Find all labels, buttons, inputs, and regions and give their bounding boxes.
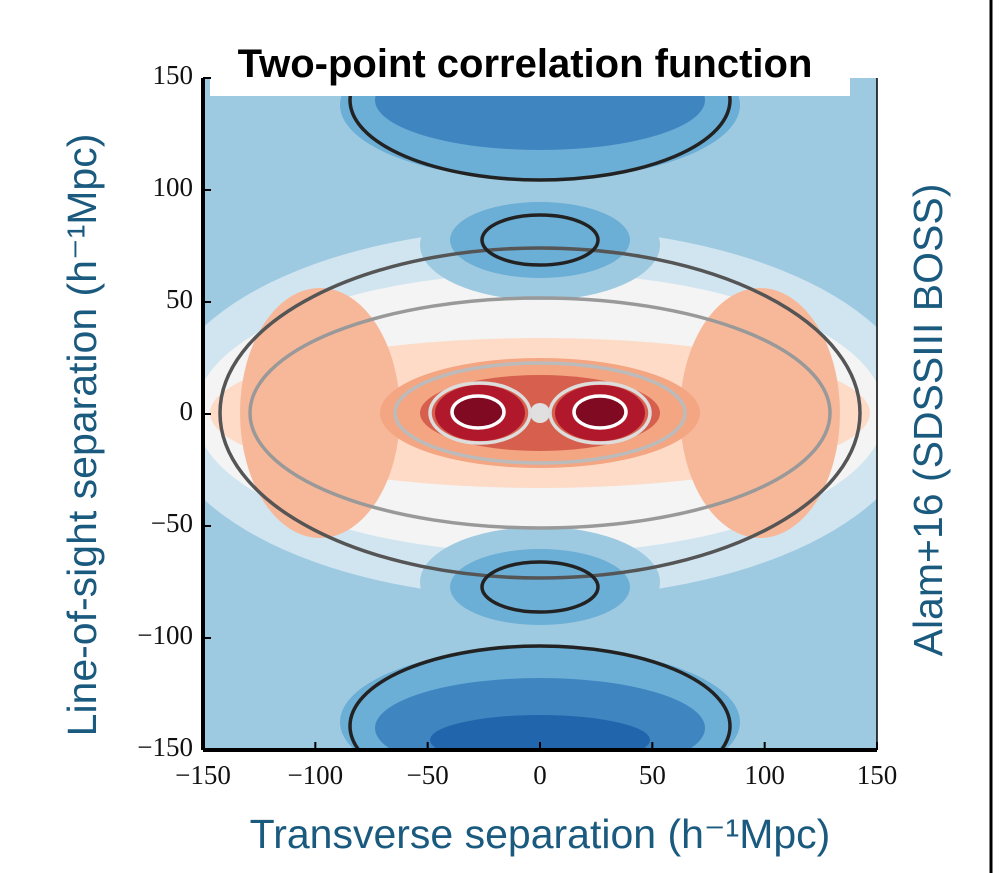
x-tick-label: 50	[639, 760, 666, 790]
chart-title: Two-point correlation function	[238, 42, 813, 86]
x-tick-label: −150	[175, 760, 231, 790]
x-axis-label: Transverse separation (h⁻¹Mpc)	[250, 811, 831, 857]
y-tick-label: 0	[180, 396, 194, 426]
x-tick-label: 0	[533, 760, 547, 790]
x-tick-label: 150	[857, 760, 898, 790]
title-box	[210, 38, 850, 96]
y-tick-label: 150	[153, 60, 194, 90]
contour-field	[203, 78, 877, 750]
x-tick-label: −100	[287, 760, 343, 790]
x-tick-label: 100	[744, 760, 785, 790]
y-tick-label: −150	[137, 732, 193, 762]
y-axis-label: Line-of-sight separation (h⁻¹Mpc)	[59, 134, 105, 737]
y-tick-label: −100	[137, 620, 193, 650]
x-tick-label: −50	[407, 760, 449, 790]
annotation: Alam+16 (SDSSIII BOSS)	[905, 184, 951, 657]
y-tick-label: −50	[151, 508, 193, 538]
y-tick-label: 50	[166, 284, 193, 314]
y-tick-label: 100	[153, 172, 194, 202]
